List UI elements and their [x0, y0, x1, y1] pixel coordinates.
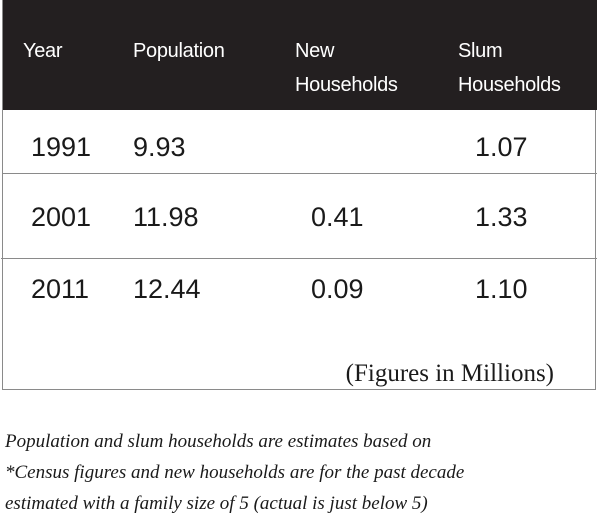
- cell-year: 1991: [31, 132, 92, 162]
- cell-population: 11.98: [133, 202, 199, 232]
- header-new-households-line1: New: [295, 40, 335, 62]
- footnote: Population and slum households are estim…: [5, 426, 595, 519]
- cell-year: 2001: [31, 202, 92, 232]
- table-header: Year Population New Households Slum Hous…: [3, 0, 597, 110]
- header-population: Population: [133, 40, 225, 62]
- cell-year: 2011: [31, 274, 90, 304]
- header-slum-households: Slum Households: [458, 34, 561, 102]
- header-new-households: New Households: [295, 34, 398, 102]
- table-row: 2011 12.44 0.09 1.10: [3, 246, 597, 332]
- data-table: Year Population New Households Slum Hous…: [1, 0, 597, 390]
- cell-slum-households: 1.10: [475, 274, 528, 304]
- header-new-households-line2: Households: [295, 74, 398, 96]
- header-slum-households-line2: Households: [458, 74, 561, 96]
- header-year: Year: [23, 40, 63, 62]
- cell-slum-households: 1.33: [475, 202, 528, 232]
- footnote-line: Population and slum households are estim…: [5, 431, 432, 452]
- units-note: (Figures in Millions): [345, 360, 554, 387]
- header-slum-households-line1: Slum: [458, 40, 503, 62]
- row-divider: [3, 173, 597, 174]
- footnote-line: estimated with a family size of 5 (actua…: [5, 493, 428, 514]
- table-row: 2001 11.98 0.41 1.33: [3, 174, 597, 260]
- cell-population: 12.44: [133, 274, 201, 304]
- footnote-line: *Census figures and new households are f…: [5, 462, 465, 483]
- cell-new-households: 0.09: [311, 274, 364, 304]
- table-row: 1991 9.93 1.07: [3, 104, 597, 190]
- cell-population: 9.93: [133, 132, 186, 162]
- cell-slum-households: 1.07: [475, 132, 528, 162]
- row-divider: [1, 258, 597, 259]
- cell-new-households: 0.41: [311, 202, 364, 232]
